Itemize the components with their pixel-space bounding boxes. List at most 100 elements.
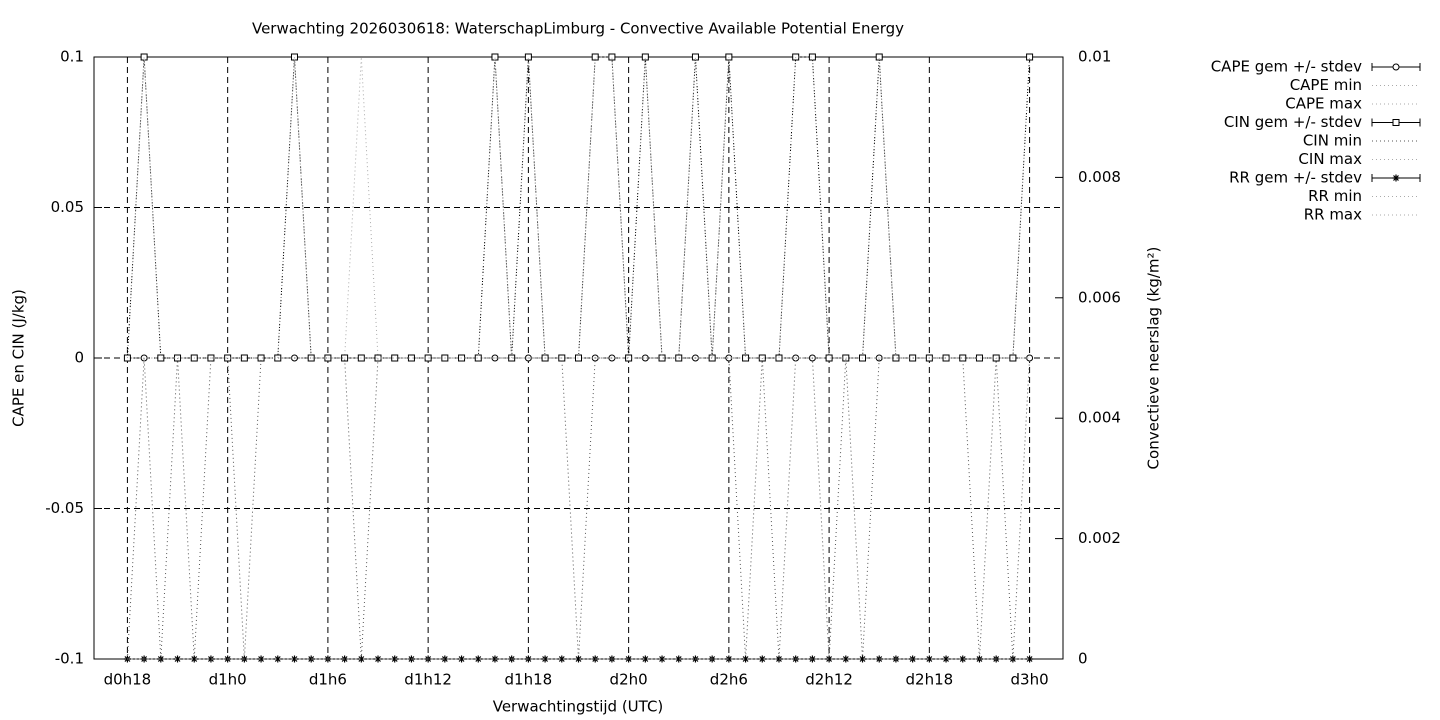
point <box>391 354 399 362</box>
y2-axis-label: Convectieve neerslag (kg/m²) <box>1145 247 1163 470</box>
legend-marker <box>1392 119 1400 126</box>
y-tick-label: 0.05 <box>51 198 84 216</box>
point <box>1026 53 1034 61</box>
point <box>558 655 566 663</box>
x-tick-label: d2h6 <box>710 671 748 689</box>
point <box>541 655 549 663</box>
point <box>758 655 766 663</box>
chart-title: Verwachting 2026030618: WaterschapLimbur… <box>252 20 904 38</box>
point <box>775 354 783 362</box>
point <box>658 655 666 663</box>
point <box>975 354 983 362</box>
point <box>290 53 298 61</box>
x-tick-label: d1h12 <box>404 671 452 689</box>
legend-label: CAPE gem +/- stdev <box>1211 58 1362 76</box>
point <box>825 354 833 362</box>
point <box>575 655 582 663</box>
legend-marker <box>1392 174 1400 182</box>
point <box>274 354 282 362</box>
point <box>190 655 198 663</box>
point <box>575 354 582 362</box>
y-tick-label: -0.05 <box>45 499 84 517</box>
point <box>641 53 649 61</box>
legend-label: CIN max <box>1298 150 1362 168</box>
x-tick-label: d2h0 <box>610 671 648 689</box>
point <box>207 655 215 663</box>
y2-tick-label: 0.01 <box>1078 48 1111 66</box>
x-tick-label: d2h18 <box>906 671 954 689</box>
point <box>491 53 499 61</box>
point <box>374 655 382 663</box>
point <box>942 354 950 362</box>
point <box>257 655 265 663</box>
x-axis-label: Verwachtingstijd (UTC) <box>493 698 664 716</box>
x-tick-label: d0h18 <box>104 671 152 689</box>
y-tick-label: 0 <box>74 349 84 367</box>
legend-label: RR gem +/- stdev <box>1229 169 1362 187</box>
legend-label: CAPE min <box>1290 76 1362 94</box>
legend-label: RR min <box>1308 187 1362 205</box>
point <box>458 655 466 663</box>
point <box>742 655 750 663</box>
point <box>808 53 816 61</box>
point <box>491 655 499 663</box>
point <box>374 354 382 362</box>
y2-tick-label: 0 <box>1078 650 1088 668</box>
x-tick-label: d2h12 <box>805 671 853 689</box>
y-tick-label: -0.1 <box>55 650 84 668</box>
point <box>675 655 683 663</box>
y-axis-label: CAPE en CIN (J/kg) <box>10 289 28 427</box>
point <box>424 354 432 362</box>
point <box>925 655 933 663</box>
legend-label: RR max <box>1304 206 1362 224</box>
point <box>742 354 750 362</box>
point <box>123 655 131 663</box>
legend-label: CIN min <box>1303 132 1362 150</box>
point <box>290 655 298 663</box>
y2-tick-label: 0.002 <box>1078 529 1121 547</box>
point <box>157 655 165 663</box>
point <box>608 53 616 61</box>
point <box>691 53 699 61</box>
legend-label: CIN gem +/- stdev <box>1224 113 1362 131</box>
point <box>240 354 248 362</box>
point <box>959 655 967 663</box>
point <box>909 655 917 663</box>
y2-tick-label: 0.006 <box>1078 288 1121 306</box>
point <box>1009 655 1017 663</box>
y2-tick-label: 0.008 <box>1078 168 1121 186</box>
point <box>307 655 315 663</box>
point <box>875 53 883 61</box>
point <box>625 655 633 663</box>
point <box>324 354 332 362</box>
point <box>157 354 165 362</box>
legend-marker <box>1392 63 1400 71</box>
y2-tick-label: 0.004 <box>1078 409 1121 427</box>
point <box>825 655 833 663</box>
legend-label: CAPE max <box>1285 95 1362 113</box>
point <box>274 655 282 663</box>
point <box>357 655 365 663</box>
point <box>474 655 482 663</box>
point <box>441 655 449 663</box>
x-tick-label: d3h0 <box>1011 671 1049 689</box>
point <box>842 655 850 663</box>
point <box>591 655 599 663</box>
x-tick-label: d1h6 <box>309 671 347 689</box>
point <box>708 354 716 362</box>
x-tick-label: d1h18 <box>505 671 553 689</box>
point <box>725 655 733 663</box>
point <box>207 354 215 362</box>
point <box>859 655 867 663</box>
point <box>942 655 950 663</box>
point <box>792 53 800 61</box>
x-tick-label: d1h0 <box>209 671 247 689</box>
point <box>775 655 783 663</box>
point <box>123 354 131 362</box>
point <box>1026 655 1034 663</box>
point <box>391 655 399 663</box>
point <box>641 655 649 663</box>
point <box>474 354 482 362</box>
y-tick-label: 0.1 <box>60 48 84 66</box>
